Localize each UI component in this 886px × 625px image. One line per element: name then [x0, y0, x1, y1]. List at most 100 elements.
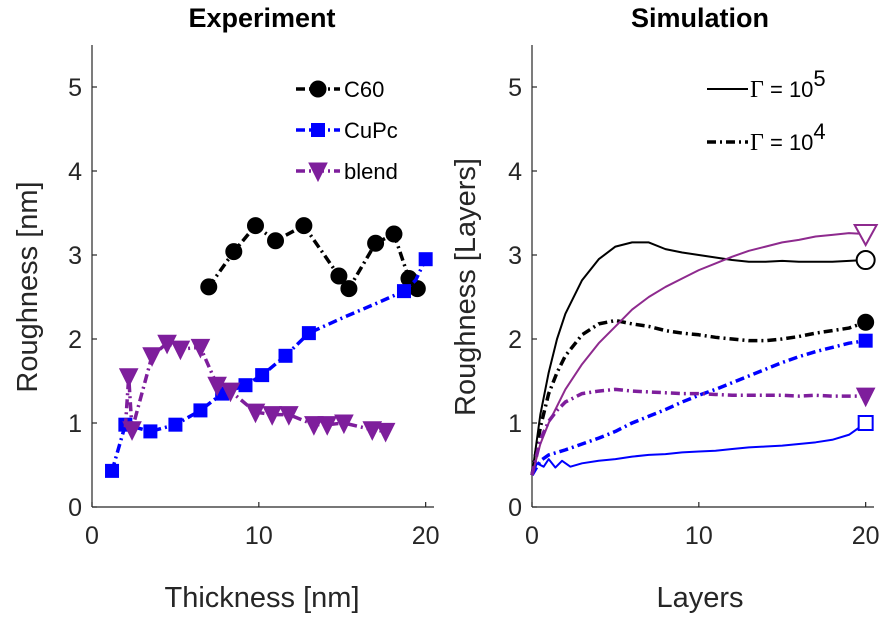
experiment-series [105, 217, 433, 478]
simulation-title: Simulation [631, 3, 769, 33]
series-c60-gamma-1e5 [531, 241, 876, 476]
series-line-cupc-gamma-1e4 [530, 338, 866, 476]
data-point-blend [207, 376, 227, 397]
simulation-xlabel: Layers [656, 582, 743, 614]
simulation-ytick-label: 4 [508, 158, 522, 186]
experiment-xlabel: Thickness [nm] [165, 582, 360, 614]
data-point-c60 [408, 280, 426, 298]
simulation-ytick-label: 5 [508, 74, 522, 102]
simulation-xtick-label: 10 [685, 522, 713, 550]
data-point-blend [157, 334, 177, 355]
end-marker-blend-gamma-1e5 [852, 224, 879, 248]
simulation-ytick-label: 3 [508, 242, 522, 270]
simulation-panel: Simulation Layers Roughness [Layers] 0 1 2… [450, 3, 880, 614]
simulation-ytick-label: 2 [508, 326, 522, 354]
gamma-symbol: Γ [750, 130, 764, 156]
data-point-c60 [340, 280, 358, 298]
experiment-legend: C60 CuPc blend [296, 77, 398, 184]
data-point-c60 [267, 232, 285, 250]
data-point-blend [334, 414, 354, 435]
experiment-ylabel: Roughness [nm] [12, 181, 44, 392]
simulation-axes [531, 45, 874, 508]
data-point-c60 [330, 267, 348, 285]
experiment-ytick-label: 1 [68, 410, 82, 438]
gamma-exponent: 4 [813, 119, 825, 144]
simulation-ytick-label: 0 [508, 494, 522, 522]
data-point-blend [170, 340, 191, 361]
series-cupc-gamma-1e4 [530, 333, 873, 476]
data-point-blend [375, 422, 396, 443]
series-line-cupc [110, 258, 428, 472]
experiment-xtick-label: 20 [412, 522, 440, 550]
series-line-blend-gamma-1e5 [531, 232, 866, 476]
series-blend [118, 334, 396, 443]
data-point-blend [362, 421, 383, 441]
end-marker-blend-gamma-1e4 [855, 387, 876, 408]
data-point-blend [262, 406, 282, 426]
gamma-equals-text: = 10 [764, 130, 814, 155]
data-point-cupc [168, 417, 183, 432]
legend-marker-blend [308, 162, 328, 183]
data-point-blend [279, 406, 299, 426]
series-c60 [200, 217, 426, 298]
data-point-cupc [238, 378, 253, 393]
data-point-blend [122, 421, 142, 441]
data-point-blend [220, 382, 241, 403]
data-point-cupc [193, 403, 208, 418]
simulation-tick-labels: 0 1 2 3 4 5 0 10 20 [508, 74, 879, 550]
data-point-blend [317, 416, 338, 436]
legend-marker-c60 [309, 80, 327, 98]
experiment-axes [91, 45, 434, 508]
data-point-blend [142, 347, 162, 367]
experiment-ytick-label: 4 [68, 158, 82, 186]
data-point-cupc [255, 368, 270, 383]
simulation-xtick-label: 0 [525, 522, 539, 550]
experiment-ytick-label: 5 [68, 74, 82, 102]
data-point-cupc [105, 463, 120, 478]
legend-label-blend: blend [344, 159, 398, 184]
legend-label-gamma-1e4: Γ = 104 [750, 119, 826, 156]
series-cupc-gamma-1e5 [531, 415, 874, 476]
data-point-blend [118, 368, 139, 388]
data-point-c60 [295, 217, 313, 235]
legend-label-cupc: CuPc [344, 118, 398, 143]
data-point-blend [304, 416, 324, 436]
data-point-blend [190, 338, 211, 359]
end-marker-c60-gamma-1e4 [857, 313, 875, 331]
data-point-c60 [200, 278, 218, 296]
end-marker-c60-gamma-1e5 [855, 250, 876, 271]
data-point-blend [245, 403, 266, 424]
series-blend-gamma-1e5 [531, 224, 879, 476]
data-point-c60 [385, 225, 403, 243]
series-c60-gamma-1e4 [530, 313, 875, 476]
data-point-cupc [418, 252, 433, 267]
experiment-xtick-label: 10 [245, 522, 273, 550]
gamma-exponent: 5 [813, 66, 825, 91]
series-blend-gamma-1e4 [530, 387, 876, 476]
legend-label-gamma-1e5: Γ = 105 [750, 66, 826, 103]
data-point-c60 [246, 217, 264, 235]
simulation-series [530, 224, 879, 476]
experiment-tick-labels: 0 1 2 3 4 5 0 10 20 [68, 74, 439, 550]
series-line-cupc-gamma-1e5 [531, 422, 867, 476]
experiment-ytick-label: 0 [68, 494, 82, 522]
end-marker-cupc-gamma-1e5 [857, 415, 874, 431]
simulation-xtick-label: 20 [852, 522, 880, 550]
data-point-cupc [301, 326, 316, 341]
data-point-cupc [396, 284, 411, 299]
experiment-panel: Experiment Thickness [nm] Roughness [nm]… [12, 3, 440, 614]
series-line-blend-gamma-1e4 [530, 387, 866, 476]
experiment-xtick-label: 0 [85, 522, 99, 550]
data-point-c60 [367, 234, 385, 252]
experiment-ytick-label: 3 [68, 242, 82, 270]
series-line-c60-gamma-1e5 [531, 241, 866, 476]
legend-label-c60: C60 [344, 77, 384, 102]
simulation-ytick-label: 1 [508, 410, 522, 438]
experiment-title: Experiment [188, 3, 335, 33]
series-line-c60-gamma-1e4 [530, 318, 867, 476]
experiment-ytick-label: 2 [68, 326, 82, 354]
data-point-c60 [225, 243, 243, 261]
gamma-symbol: Γ [750, 77, 764, 103]
